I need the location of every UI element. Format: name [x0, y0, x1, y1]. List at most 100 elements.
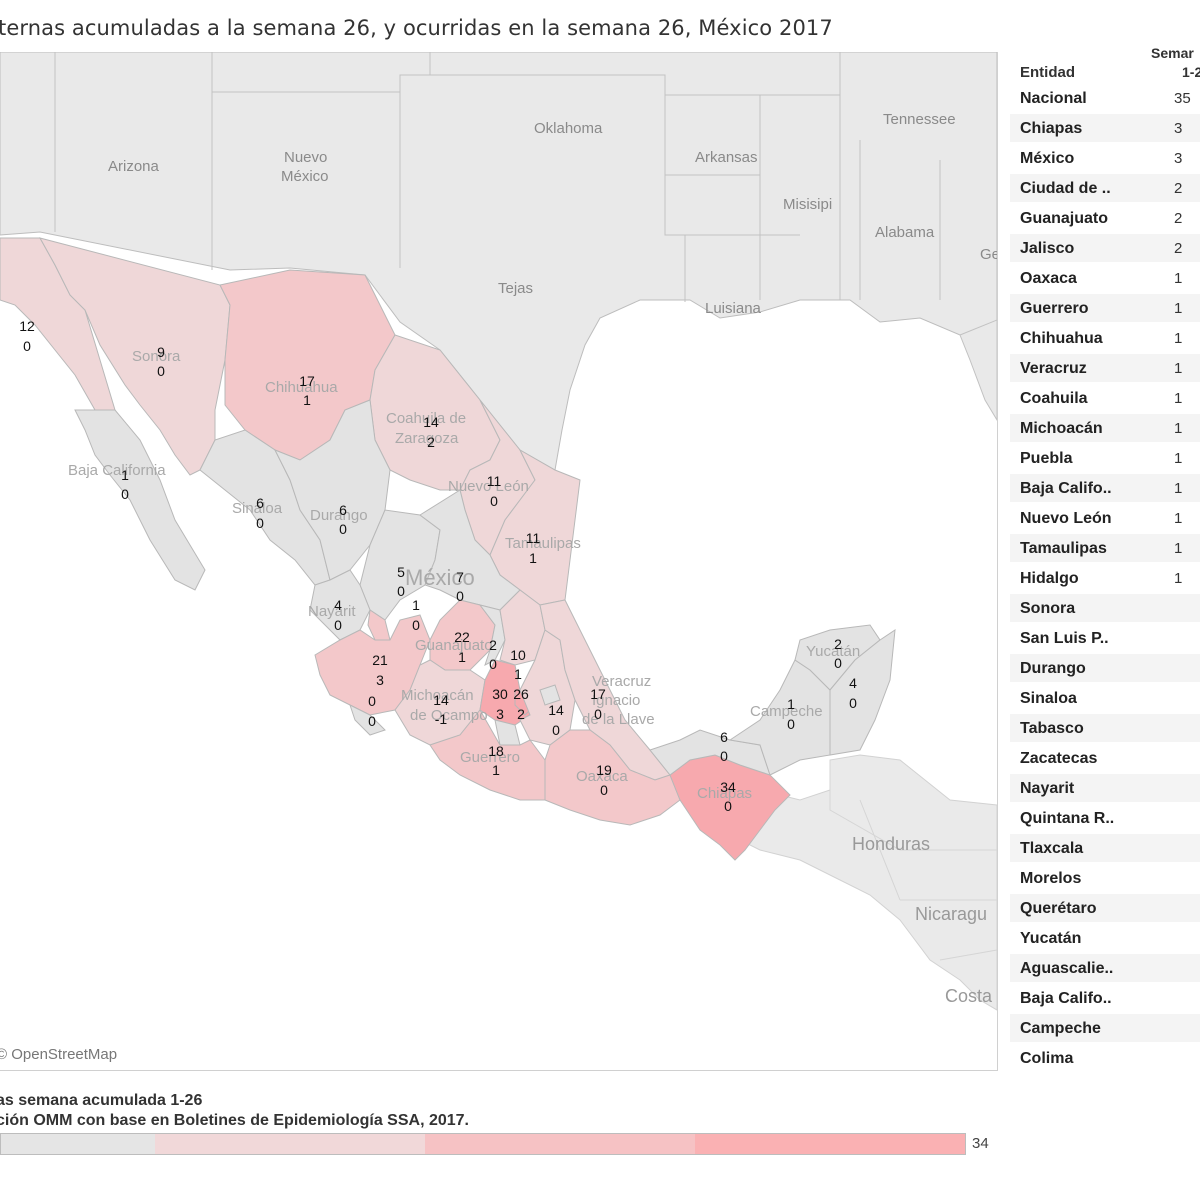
table-row[interactable]: Baja Califo.. [1010, 984, 1200, 1012]
state-nayarit[interactable] [309, 569, 371, 641]
label-guanajuato: Guanajuato [415, 637, 493, 654]
val-colima-acc: 0 [368, 693, 376, 709]
color-legend-bar [0, 1133, 966, 1155]
entity-value: 1 [1174, 360, 1183, 377]
table-row[interactable]: San Luis P.. [1010, 624, 1200, 652]
table-row[interactable]: Quintana R.. [1010, 804, 1200, 832]
table-row[interactable]: Hidalgo 1 [1010, 564, 1200, 592]
entity-name: Tabasco [1020, 720, 1084, 737]
table-row[interactable]: Durango [1010, 654, 1200, 682]
table-row[interactable]: Morelos [1010, 864, 1200, 892]
map-attribution[interactable]: © OpenStreetMap [0, 1046, 118, 1063]
label-tejas: Tejas [498, 280, 533, 297]
florida [959, 319, 997, 421]
val-slp-acc: 7 [456, 569, 464, 585]
table-row[interactable]: Tamaulipas 1 [1010, 534, 1200, 562]
table-row[interactable]: Veracruz 1 [1010, 354, 1200, 382]
val-chihuahua-acc: 17 [299, 373, 315, 389]
table-row[interactable]: Nayarit [1010, 774, 1200, 802]
entity-name: Quintana R.. [1020, 810, 1115, 827]
state-colima[interactable] [349, 704, 386, 736]
entity-name: México [1020, 150, 1075, 167]
table-row[interactable]: Sinaloa [1010, 684, 1200, 712]
val-michoacan-week: -1 [435, 711, 448, 727]
val-sinaloa-acc: 6 [256, 495, 264, 511]
val-chiapas-acc: 34 [720, 779, 736, 795]
val-zacatecas-week: 0 [397, 583, 405, 599]
val-mexico-acc: 30 [492, 686, 508, 702]
entity-name: Veracruz [1020, 360, 1087, 377]
val-slp-week: 0 [456, 588, 464, 604]
entity-name: Yucatán [1020, 930, 1082, 947]
legend-max-label: 34 [972, 1135, 989, 1152]
entity-name: Durango [1020, 660, 1086, 677]
state-baja-california-sur[interactable] [74, 409, 206, 591]
val-tabasco-acc: 6 [720, 729, 728, 745]
legend-segment [425, 1134, 696, 1154]
map-view[interactable]: Arizona Nuevo México Oklahoma Arkansas T… [0, 52, 998, 1071]
val-jalisco-week: 3 [376, 672, 384, 688]
table-row[interactable]: Michoacán 1 [1010, 414, 1200, 442]
val-oaxaca-acc: 19 [596, 762, 612, 778]
table-row[interactable]: Oaxaca 1 [1010, 264, 1200, 292]
entity-name: San Luis P.. [1020, 630, 1109, 647]
state-tlaxcala[interactable] [539, 684, 561, 706]
entity-name: Tlaxcala [1020, 840, 1084, 857]
table-row[interactable]: Colima [1010, 1044, 1200, 1072]
entity-name: Morelos [1020, 870, 1082, 887]
table-row[interactable]: Yucatán [1010, 924, 1200, 952]
val-quintana-roo-week: 0 [849, 695, 857, 711]
entity-name: Nacional [1020, 90, 1087, 107]
table-row[interactable]: Coahuila 1 [1010, 384, 1200, 412]
entity-value: 2 [1174, 210, 1183, 227]
entity-value: 2 [1174, 180, 1183, 197]
table-row[interactable]: Puebla 1 [1010, 444, 1200, 472]
table-row[interactable]: Nacional 35 [1010, 84, 1200, 112]
entity-value: 1 [1174, 480, 1183, 497]
entity-name: Baja Califo.. [1020, 990, 1112, 1007]
table-row[interactable]: Tlaxcala [1010, 834, 1200, 862]
val-zacatecas-acc: 5 [397, 564, 405, 580]
table-row[interactable]: Guerrero 1 [1010, 294, 1200, 322]
label-nuevo-mexico-2: México [281, 168, 329, 185]
legend-segment [695, 1134, 965, 1154]
entity-name: Colima [1020, 1050, 1074, 1067]
entity-name: Chiapas [1020, 120, 1083, 137]
val-nuevo-leon-week: 0 [490, 493, 498, 509]
state-michoacan[interactable] [394, 659, 486, 746]
state-jalisco[interactable] [314, 614, 431, 716]
entity-name: Baja Califo.. [1020, 480, 1112, 497]
val-sinaloa-week: 0 [256, 515, 264, 531]
table-row[interactable]: Tabasco [1010, 714, 1200, 742]
table-row[interactable]: Sonora [1010, 594, 1200, 622]
val-nayarit-week: 0 [334, 617, 342, 633]
table-row[interactable]: Guanajuato 2 [1010, 204, 1200, 232]
table-row[interactable]: Querétaro [1010, 894, 1200, 922]
column-header-week-1[interactable]: Semar [1151, 45, 1194, 61]
table-row[interactable]: Jalisco 2 [1010, 234, 1200, 262]
map-title: ternas acumuladas a la semana 26, y ocur… [0, 16, 833, 40]
entity-name: Sonora [1020, 600, 1076, 617]
choropleth-map[interactable]: Arizona Nuevo México Oklahoma Arkansas T… [0, 52, 997, 1070]
column-header-week-2: 1-2 [1182, 64, 1200, 80]
table-row[interactable]: México 3 [1010, 144, 1200, 172]
table-row[interactable]: Ciudad de .. 2 [1010, 174, 1200, 202]
entity-value: 1 [1174, 510, 1183, 527]
val-bcs-week: 0 [121, 486, 129, 502]
table-row[interactable]: Chihuahua 1 [1010, 324, 1200, 352]
entity-value: 3 [1174, 150, 1183, 167]
val-campeche-acc: 1 [787, 696, 795, 712]
table-row[interactable]: Nuevo León 1 [1010, 504, 1200, 532]
table-row[interactable]: Zacatecas [1010, 744, 1200, 772]
entity-name: Guerrero [1020, 300, 1089, 317]
table-row[interactable]: Aguascalie.. [1010, 954, 1200, 982]
state-quintana-roo[interactable] [829, 628, 896, 756]
entity-value: 3 [1174, 120, 1183, 137]
table-row[interactable]: Campeche [1010, 1014, 1200, 1042]
mexico-states[interactable] [0, 237, 896, 861]
val-coahuila-acc: 14 [423, 414, 439, 430]
column-header-entity[interactable]: Entidad [1020, 64, 1075, 81]
table-row[interactable]: Chiapas 3 [1010, 114, 1200, 142]
entity-value: 2 [1174, 240, 1183, 257]
table-row[interactable]: Baja Califo.. 1 [1010, 474, 1200, 502]
